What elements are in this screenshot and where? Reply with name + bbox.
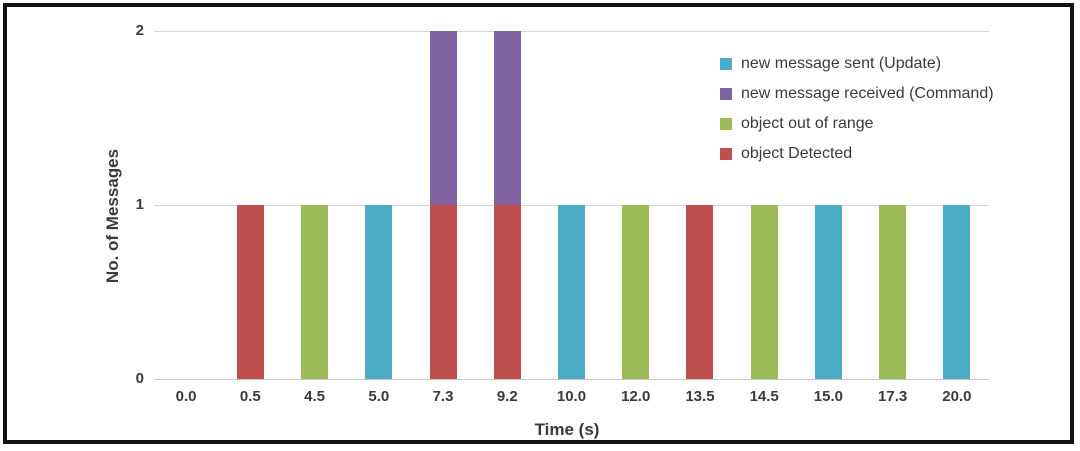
gridline [154,31,989,32]
x-axis-title: Time (s) [534,420,600,439]
legend-label: new message sent (Update) [741,55,942,72]
bar-segment-object-detected [686,205,714,379]
x-tick-label: 9.2 [496,388,518,405]
bar-segment-object-detected [429,205,457,379]
bar-segment-object-detected [236,205,264,379]
bar-segment-object-out-of-range [301,205,329,379]
x-tick-label: 13.5 [685,388,715,405]
legend-item-new-message-received-command: new message received (Command) [720,79,994,109]
y-tick-label: 2 [135,22,144,39]
x-tick-label: 20.0 [942,388,972,405]
legend: new message sent (Update) new message rec… [720,49,994,169]
x-tick-label: 4.5 [304,388,325,405]
legend-label: object Detected [741,145,853,162]
y-tick-label: 1 [135,196,144,213]
bar-segment-new-message-sent-update [943,205,971,379]
bar-segment-new-message-received-command [429,31,457,205]
x-tick-label: 0.5 [239,388,261,405]
legend-item-object-out-of-range: object out of range [720,109,994,139]
x-tick-label: 10.0 [556,388,587,405]
legend-label: object out of range [741,115,874,132]
x-tick-label: 5.0 [368,388,390,405]
bar-segment-new-message-sent-update [558,205,585,379]
bar-segment-new-message-sent-update [365,205,393,379]
bar-segment-new-message-received-command [493,31,521,205]
gridline [154,379,989,380]
y-axis-title: No. of Messages [103,148,122,284]
object-out-of-range-swatch-icon [720,118,732,130]
x-tick-label: 12.0 [621,388,651,405]
y-tick-label: 0 [135,370,144,387]
new-message-sent-update-swatch-icon [720,58,732,70]
object-detected-swatch-icon [720,148,732,160]
chart-frame: No. of Messages Time (s) 0 1 2 0.0 0.5 4.5 5.… [3,3,1074,444]
legend-item-object-detected: object Detected [720,139,994,169]
x-tick-label: 0.0 [175,388,197,405]
x-tick-label: 15.0 [813,388,843,405]
x-tick-label: 7.3 [432,388,454,405]
new-message-received-command-swatch-icon [720,88,732,100]
bar-segment-object-out-of-range [879,205,907,379]
bar-segment-new-message-sent-update [814,205,842,379]
bar-segment-object-detected [493,205,521,379]
bar-segment-object-out-of-range [622,205,650,379]
legend-item-new-message-sent-update: new message sent (Update) [720,49,994,79]
x-tick-label: 17.3 [878,388,908,405]
legend-label: new message received (Command) [741,85,994,102]
bar-segment-object-out-of-range [750,205,778,379]
x-tick-label: 14.5 [749,388,779,405]
